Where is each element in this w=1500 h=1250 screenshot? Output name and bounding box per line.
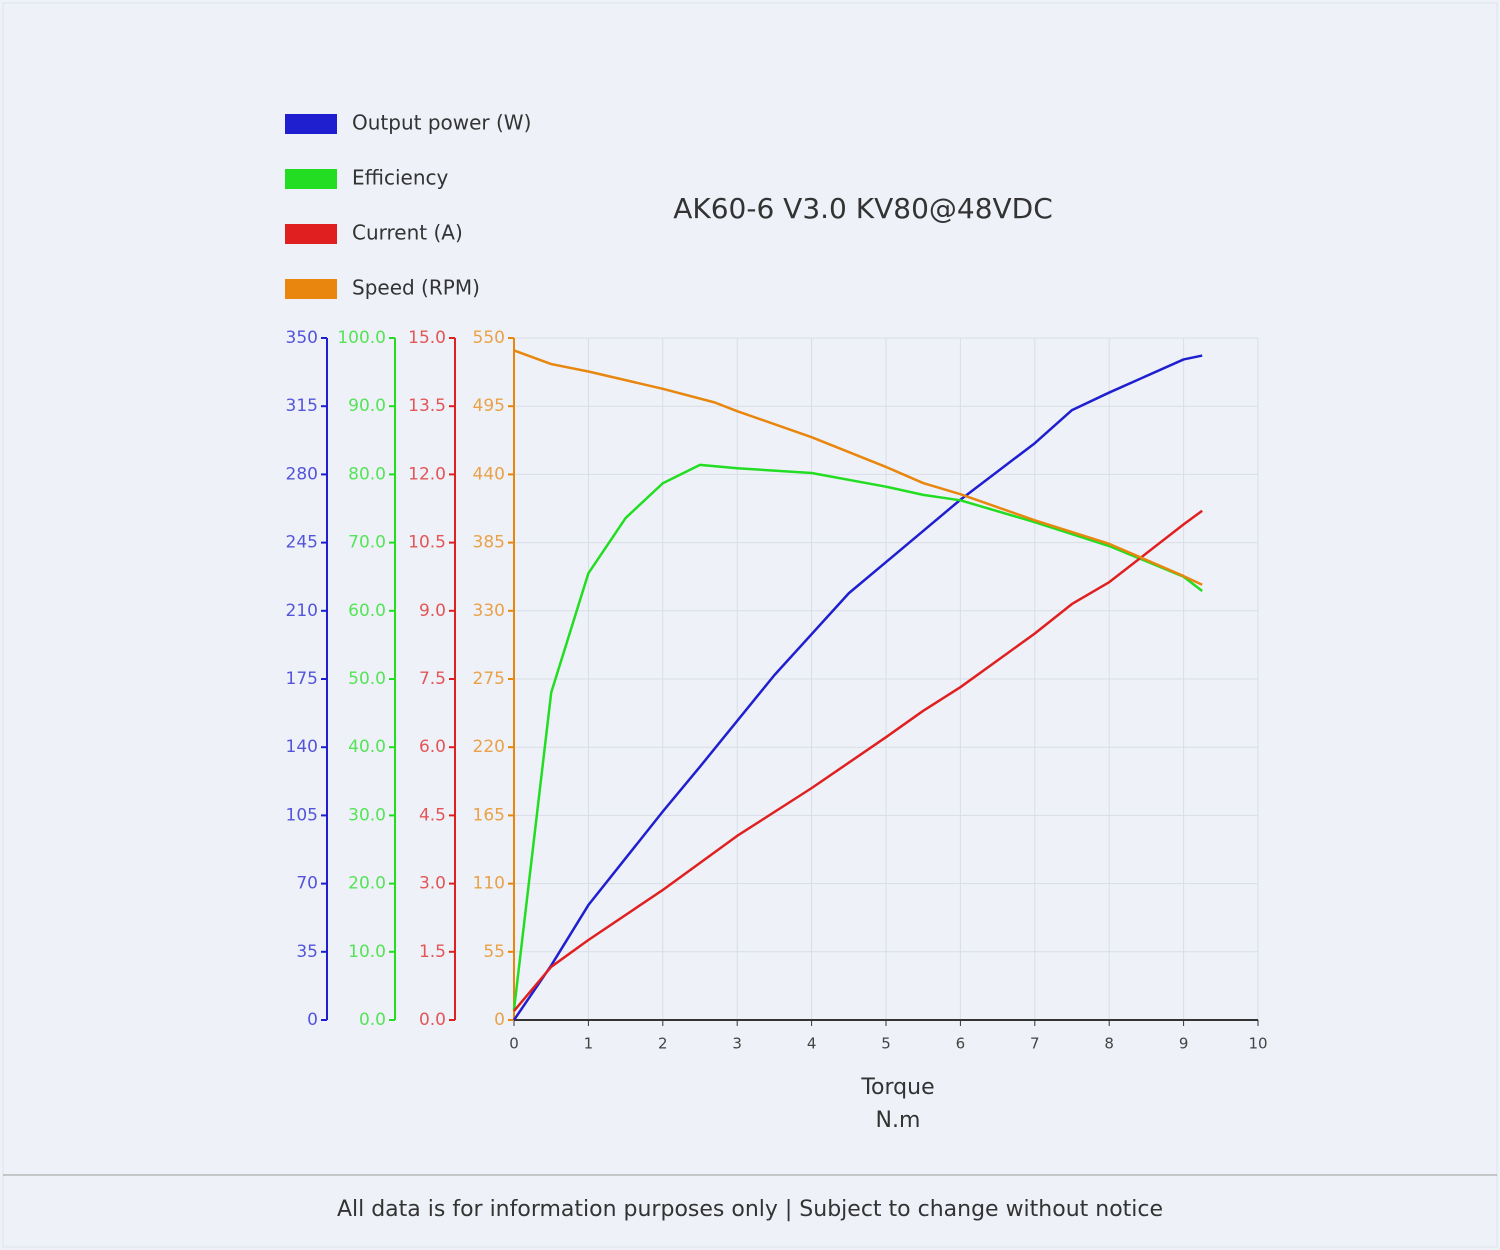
y-tick-label: 20.0 bbox=[348, 874, 386, 894]
y-tick-label: 4.5 bbox=[419, 805, 446, 825]
x-tick-label: 10 bbox=[1248, 1035, 1267, 1053]
series-line bbox=[512, 463, 1203, 1010]
y-tick-label: 0.0 bbox=[419, 1010, 446, 1030]
y-tick-label: 1.5 bbox=[419, 942, 446, 962]
y-tick-label: 330 bbox=[473, 601, 505, 621]
y-tick-label: 7.5 bbox=[419, 669, 446, 689]
y-tick-label: 100.0 bbox=[337, 328, 386, 348]
y-tick-label: 175 bbox=[286, 669, 318, 689]
legend-label: Output power (W) bbox=[352, 111, 531, 135]
y-tick-label: 70 bbox=[296, 874, 318, 894]
y-tick-label: 245 bbox=[286, 533, 318, 553]
y-tick-label: 9.0 bbox=[419, 601, 446, 621]
x-tick-label: 1 bbox=[584, 1035, 594, 1053]
y-tick-label: 315 bbox=[286, 396, 318, 416]
legend-label: Speed (RPM) bbox=[352, 276, 480, 300]
x-tick-label: 6 bbox=[956, 1035, 966, 1053]
legend-swatch bbox=[285, 169, 337, 189]
x-tick-label: 8 bbox=[1104, 1035, 1114, 1053]
y-tick-label: 0 bbox=[307, 1010, 318, 1030]
y-tick-label: 30.0 bbox=[348, 805, 386, 825]
y-tick-label: 80.0 bbox=[348, 464, 386, 484]
legend-swatch bbox=[285, 224, 337, 244]
y-tick-label: 60.0 bbox=[348, 601, 386, 621]
series-line bbox=[513, 349, 1203, 586]
chart-title: AK60-6 V3.0 KV80@48VDC bbox=[673, 192, 1053, 225]
y-tick-label: 140 bbox=[286, 737, 318, 757]
y-tick-label: 275 bbox=[473, 669, 505, 689]
y-tick-label: 10.5 bbox=[408, 533, 446, 553]
y-tick-label: 70.0 bbox=[348, 533, 386, 553]
y-tick-label: 105 bbox=[286, 805, 318, 825]
y-tick-label: 55 bbox=[483, 942, 505, 962]
y-tick-label: 495 bbox=[473, 396, 505, 416]
y-tick-label: 10.0 bbox=[348, 942, 386, 962]
series-line bbox=[513, 509, 1203, 1012]
legend-swatch bbox=[285, 114, 337, 134]
y-tick-label: 280 bbox=[286, 464, 318, 484]
x-tick-label: 7 bbox=[1030, 1035, 1040, 1053]
y-tick-label: 50.0 bbox=[348, 669, 386, 689]
y-tick-label: 385 bbox=[473, 533, 505, 553]
x-tick-label: 9 bbox=[1179, 1035, 1189, 1053]
y-tick-label: 35 bbox=[296, 942, 318, 962]
series-line bbox=[512, 354, 1203, 1021]
y-tick-label: 15.0 bbox=[408, 328, 446, 348]
x-tick-label: 3 bbox=[732, 1035, 742, 1053]
footer: All data is for information purposes onl… bbox=[337, 1197, 1163, 1222]
y-tick-label: 440 bbox=[473, 464, 505, 484]
x-axis-unit: N.m bbox=[876, 1108, 921, 1133]
y-tick-label: 40.0 bbox=[348, 737, 386, 757]
y-tick-label: 220 bbox=[473, 737, 505, 757]
y-tick-label: 12.0 bbox=[408, 464, 446, 484]
y-tick-label: 165 bbox=[473, 805, 505, 825]
x-tick-label: 4 bbox=[807, 1035, 817, 1053]
legend-label: Current (A) bbox=[352, 221, 463, 245]
y-tick-label: 110 bbox=[473, 874, 505, 894]
y-tick-label: 550 bbox=[473, 328, 505, 348]
legend-label: Efficiency bbox=[352, 166, 449, 190]
y-tick-label: 3.0 bbox=[419, 874, 446, 894]
x-tick-label: 0 bbox=[509, 1035, 519, 1053]
y-tick-label: 6.0 bbox=[419, 737, 446, 757]
y-tick-label: 210 bbox=[286, 601, 318, 621]
y-tick-label: 90.0 bbox=[348, 396, 386, 416]
x-tick-label: 2 bbox=[658, 1035, 668, 1053]
y-tick-label: 0.0 bbox=[359, 1010, 386, 1030]
y-tick-label: 0 bbox=[494, 1010, 505, 1030]
x-tick-label: 5 bbox=[881, 1035, 891, 1053]
legend-swatch bbox=[285, 279, 337, 299]
x-axis-label: Torque bbox=[860, 1075, 934, 1100]
y-tick-label: 13.5 bbox=[408, 396, 446, 416]
y-tick-label: 350 bbox=[286, 328, 318, 348]
